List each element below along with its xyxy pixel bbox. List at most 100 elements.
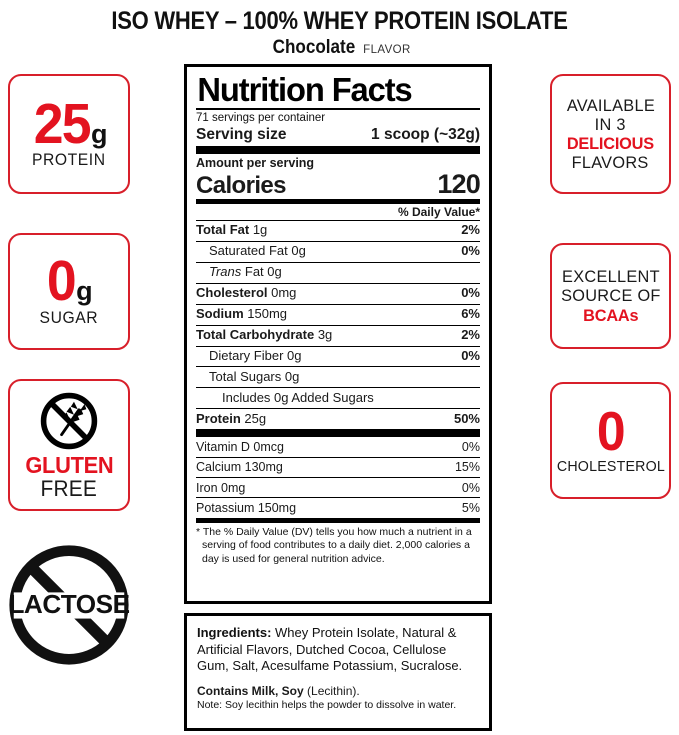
badge-gluten-free: GLUTEN FREE	[8, 379, 130, 511]
bcaa-line-1: EXCELLENT	[561, 267, 660, 287]
contains-line: Contains Milk, Soy (Lecithin).	[197, 684, 479, 698]
nutrient-rows: Total Fat 1g 2% Saturated Fat 0g 0% Trans Fa…	[196, 219, 480, 429]
nutrient-daily-value: 0%	[461, 285, 480, 301]
page-title: ISO WHEY – 100% WHEY PROTEIN ISOLATE	[111, 7, 568, 35]
serving-size-row: Serving size 1 scoop (~32g)	[196, 126, 480, 146]
badge-bcaa-source: EXCELLENT SOURCE OF BCAAs	[550, 243, 671, 349]
nutrition-facts-panel: Nutrition Facts 71 servings per containe…	[184, 64, 492, 604]
rule-under-protein	[196, 429, 480, 438]
micronutrient-rows: Vitamin D 0mcg 0% Calcium 130mg 15% Iron 0mg…	[196, 437, 480, 518]
calories-row: Calories 120	[196, 168, 481, 199]
nutrient-daily-value: 2%	[461, 222, 480, 238]
rule-under-calories	[196, 198, 480, 204]
nutrient-name: Total Sugars 0g	[209, 368, 300, 384]
lactose-label: LACTOSE	[8, 589, 129, 619]
ingredients-label: Ingredients:	[197, 625, 272, 640]
contains-label: Contains Milk, Soy	[197, 683, 304, 698]
flavors-line-3: DELICIOUS	[566, 134, 655, 153]
nutrient-daily-value: 0%	[461, 243, 480, 259]
micronutrient-row: Potassium 150mg 5%	[196, 497, 480, 517]
micronutrient-row: Iron 0mg 0%	[196, 477, 480, 497]
title-block: ISO WHEY – 100% WHEY PROTEIN ISOLATE Cho…	[0, 7, 679, 58]
micronutrient-name: Potassium 150mg	[196, 500, 297, 515]
amount-per-serving-label: Amount per serving	[196, 155, 315, 170]
serving-size-label: Serving size	[196, 126, 287, 144]
free-label: FREE	[40, 475, 98, 501]
rule-thick-top	[196, 145, 480, 154]
nutrient-daily-value: 50%	[453, 410, 480, 426]
nutrient-row: Saturated Fat 0g 0%	[196, 240, 480, 262]
badge-cholesterol: 0 CHOLESTEROL	[550, 382, 671, 499]
ingredients-list: Whey Protein Isolate, Natural & Artifici…	[197, 625, 463, 674]
calories-value: 120	[437, 168, 480, 199]
flavor-line: Chocolate FLAVOR	[0, 38, 679, 57]
nutrient-daily-value: 0%	[461, 348, 480, 364]
ingredients-box: Ingredients: Whey Protein Isolate, Natur…	[184, 613, 492, 731]
gluten-label: GLUTEN	[24, 451, 114, 478]
protein-unit: g	[90, 118, 107, 149]
badge-protein: 25 g PROTEIN	[8, 74, 130, 194]
badge-available-flavors: AVAILABLE IN 3 DELICIOUS FLAVORS	[550, 74, 671, 194]
flavors-line-1: AVAILABLE	[566, 95, 655, 115]
nutrient-name: Saturated Fat 0g	[209, 243, 306, 259]
nutrient-name: Cholesterol 0mg	[196, 285, 297, 301]
nutrition-facts-title: Nutrition Facts	[197, 71, 412, 108]
flavor-name: Chocolate	[272, 37, 356, 58]
nutrient-row: Dietary Fiber 0g 0%	[196, 345, 480, 367]
micronutrient-name: Calcium 130mg	[196, 460, 283, 475]
ingredients-text: Ingredients: Whey Protein Isolate, Natur…	[197, 625, 479, 675]
nutrient-row: Sodium 150mg 6%	[196, 303, 480, 325]
nutrient-row: Total Sugars 0g	[196, 366, 480, 387]
rule-above-footnote	[196, 517, 480, 523]
micronutrient-row: Vitamin D 0mcg 0%	[196, 437, 480, 456]
micronutrient-daily-value: 0%	[461, 480, 480, 495]
micronutrient-row: Calcium 130mg 15%	[196, 456, 480, 477]
bcaa-line-3: BCAAs	[582, 305, 639, 325]
nutrient-row: Cholesterol 0mg 0%	[196, 282, 480, 304]
cholesterol-value: 0	[597, 400, 626, 463]
nutrient-name: Total Fat 1g	[196, 222, 268, 238]
nutrient-name: Sodium 150mg	[196, 306, 288, 322]
nutrient-name: Trans Fat 0g	[209, 264, 282, 280]
nutrient-daily-value: 6%	[461, 306, 480, 322]
protein-value-row: 25 g	[32, 91, 107, 156]
bcaa-line-2: SOURCE OF	[560, 286, 661, 306]
rule-under-title	[196, 108, 480, 111]
nutrient-row: Total Fat 1g 2%	[196, 219, 480, 241]
protein-value: 25	[33, 91, 91, 156]
daily-value-footnote: * The % Daily Value (DV) tells you how m…	[196, 525, 472, 565]
micronutrient-daily-value: 0%	[461, 439, 480, 454]
micronutrient-name: Vitamin D 0mcg	[196, 439, 284, 454]
badge-lactose-free: LACTOSE	[6, 542, 132, 668]
sugar-value: 0	[47, 249, 77, 314]
nutrient-row: Total Carbohydrate 3g 2%	[196, 324, 480, 346]
serving-size-value: 1 scoop (~32g)	[371, 126, 480, 144]
flavors-line-4: FLAVORS	[571, 153, 649, 173]
sugar-caption: SUGAR	[39, 308, 99, 327]
note-line: Note: Soy lecithin helps the powder to d…	[197, 699, 457, 712]
nutrient-daily-value: 2%	[461, 327, 480, 343]
no-wheat-icon	[38, 390, 100, 452]
flavors-line-2: IN 3	[594, 114, 627, 134]
nutrient-row: Includes 0g Added Sugars	[196, 387, 480, 408]
nutrient-row: Protein 25g 50%	[196, 408, 480, 429]
calories-label: Calories	[196, 171, 287, 199]
nutrient-name: Dietary Fiber 0g	[209, 348, 302, 364]
sugar-unit: g	[76, 276, 92, 307]
micronutrient-name: Iron 0mg	[196, 480, 246, 495]
nutrient-name: Protein 25g	[196, 410, 267, 426]
nutrient-name: Includes 0g Added Sugars	[222, 389, 374, 405]
servings-per-container: 71 servings per container	[196, 112, 326, 125]
nutrient-row: Trans Fat 0g	[196, 261, 480, 283]
micronutrient-daily-value: 15%	[454, 460, 480, 475]
protein-caption: PROTEIN	[32, 151, 106, 170]
micronutrient-daily-value: 5%	[461, 500, 480, 515]
no-lactose-icon: LACTOSE	[8, 545, 130, 665]
daily-value-header: % Daily Value*	[397, 204, 480, 219]
flavor-word: FLAVOR	[363, 44, 411, 56]
contains-rest: (Lecithin).	[303, 683, 360, 698]
cholesterol-caption: CHOLESTEROL	[556, 457, 665, 475]
nutrient-name: Total Carbohydrate 3g	[196, 327, 333, 343]
